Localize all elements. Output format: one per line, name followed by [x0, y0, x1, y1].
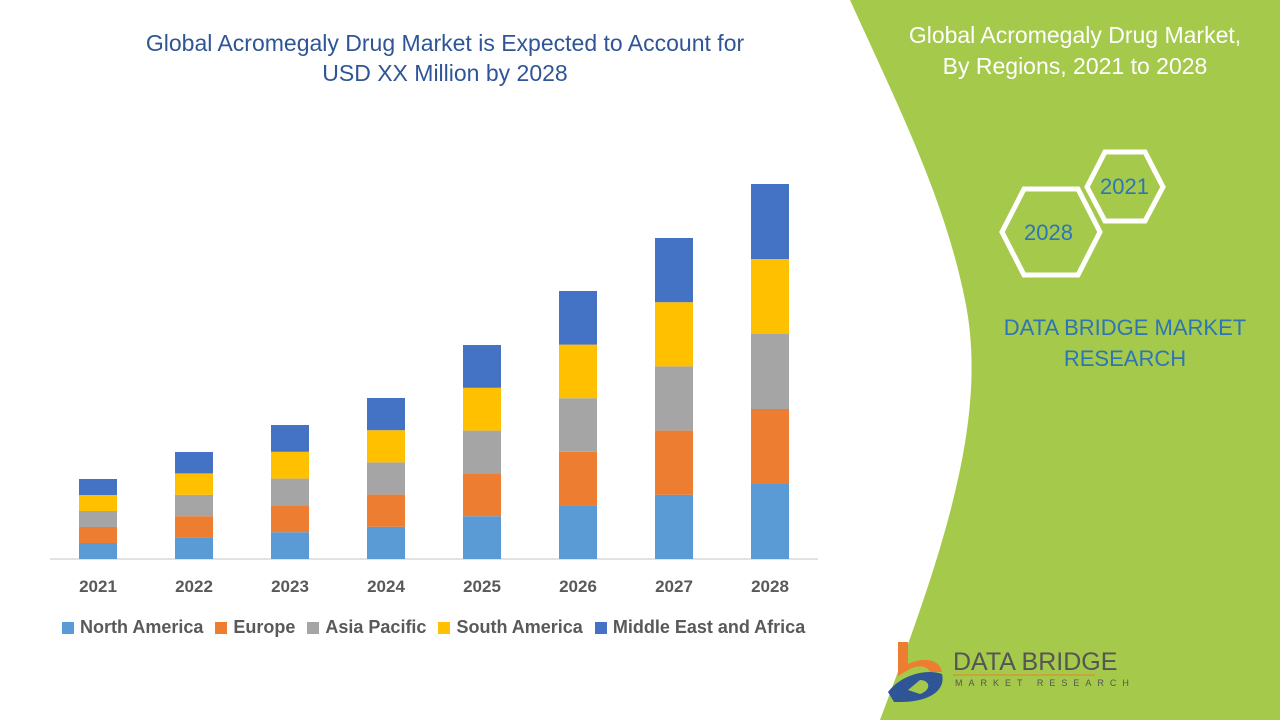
- bar-segment-2026-3: [559, 344, 597, 399]
- x-tick-label: 2027: [655, 577, 693, 596]
- bar-segment-2023-2: [271, 478, 309, 506]
- bar-segment-2024-3: [367, 430, 405, 463]
- legend-label: South America: [456, 617, 583, 637]
- legend-swatch: [62, 621, 74, 634]
- bar-segment-2025-3: [463, 387, 501, 431]
- bar-segment-2027-3: [655, 302, 693, 367]
- logo-name: DATA BRIDGE: [953, 648, 1118, 676]
- bar-segment-2022-3: [175, 473, 213, 495]
- bar-segment-2023-3: [271, 451, 309, 479]
- bar-segment-2021-2: [79, 511, 117, 527]
- side-title-line-2: By Regions, 2021 to 2028: [942, 53, 1208, 79]
- bar-segment-2021-1: [79, 527, 117, 543]
- hexagon-2021-icon: [1084, 149, 1166, 224]
- bars-group: 2021 2022 2023 2024 2025 2026 2027 2028: [79, 184, 789, 596]
- bar-segment-2028-3: [751, 259, 789, 334]
- x-tick-label: 2025: [463, 577, 501, 596]
- bar-segment-2025-2: [463, 430, 501, 474]
- side-panel-title: Global Acromegaly Drug Market, By Region…: [880, 20, 1270, 82]
- legend-swatch: [307, 621, 320, 634]
- bar-segment-2024-4: [367, 398, 405, 431]
- brand-line-1: DATA BRIDGE MARKET: [1003, 315, 1247, 340]
- bar-segment-2023-1: [271, 505, 309, 533]
- bar-segment-2026-1: [559, 451, 597, 506]
- bar-segment-2028-0: [751, 484, 789, 559]
- bar-segment-2027-2: [655, 366, 693, 431]
- bar-segment-2027-1: [655, 430, 693, 495]
- bar-segment-2026-2: [559, 398, 597, 452]
- hex-label-start: 2021: [1100, 174, 1149, 199]
- hexagon-2028-icon: [999, 186, 1103, 278]
- bar-segment-2021-3: [79, 495, 117, 511]
- bar-segment-2022-1: [175, 516, 213, 538]
- x-tick-label: 2028: [751, 577, 789, 596]
- x-tick-label: 2023: [271, 577, 309, 596]
- green-side-panel: [850, 0, 1280, 720]
- x-tick-label: 2021: [79, 577, 117, 596]
- legend-swatch: [215, 621, 228, 634]
- bar-segment-2024-2: [367, 462, 405, 495]
- bar-segment-2021-4: [79, 479, 117, 495]
- legend-label: Asia Pacific: [325, 617, 427, 637]
- brand-line-2: RESEARCH: [1063, 346, 1187, 371]
- bar-segment-2025-0: [463, 516, 501, 559]
- hex-label-end: 2028: [1024, 220, 1073, 245]
- side-title-line-1: Global Acromegaly Drug Market,: [908, 22, 1242, 48]
- x-tick-label: 2022: [175, 577, 213, 596]
- x-tick-label: 2024: [367, 577, 405, 596]
- bar-segment-2028-2: [751, 334, 789, 409]
- brand-text: DATA BRIDGE MARKET RESEARCH: [985, 312, 1265, 374]
- logo-tagline: MARKET RESEARCH: [955, 678, 1135, 688]
- legend-item: South America: [438, 617, 583, 638]
- legend-label: Middle East and Africa: [612, 617, 806, 637]
- bar-segment-2025-4: [463, 345, 501, 388]
- legend-label: North America: [80, 617, 204, 637]
- chart-title: Global Acromegaly Drug Market is Expecte…: [60, 28, 830, 88]
- bar-segment-2026-4: [559, 291, 597, 345]
- bar-segment-2023-0: [271, 532, 309, 559]
- bar-segment-2023-4: [271, 425, 309, 452]
- title-line-1: Global Acromegaly Drug Market is Expecte…: [145, 30, 745, 56]
- x-tick-label: 2026: [559, 577, 597, 596]
- title-line-2: USD XX Million by 2028: [322, 60, 568, 86]
- bar-segment-2024-0: [367, 526, 405, 559]
- legend-item: Asia Pacific: [307, 617, 426, 638]
- legend-item: Europe: [215, 617, 295, 638]
- legend-label: Europe: [233, 617, 296, 637]
- bar-segment-2028-1: [751, 409, 789, 484]
- chart-legend: North America Europe Asia Pacific South Ame…: [62, 617, 805, 638]
- bar-segment-2026-0: [559, 505, 597, 559]
- bar-segment-2025-1: [463, 473, 501, 517]
- legend-swatch: [438, 621, 451, 634]
- legend-item: North America: [62, 617, 203, 638]
- legend-swatch: [594, 621, 607, 634]
- bar-segment-2027-0: [655, 494, 693, 559]
- bar-segment-2028-4: [751, 184, 789, 259]
- bar-segment-2022-2: [175, 494, 213, 517]
- bar-segment-2022-4: [175, 452, 213, 474]
- legend-item: Middle East and Africa: [594, 617, 806, 638]
- bar-segment-2022-0: [175, 537, 213, 559]
- data-bridge-logo-icon: [888, 642, 1095, 702]
- bar-segment-2024-1: [367, 494, 405, 527]
- bar-segment-2027-4: [655, 238, 693, 303]
- bar-segment-2021-0: [79, 543, 117, 559]
